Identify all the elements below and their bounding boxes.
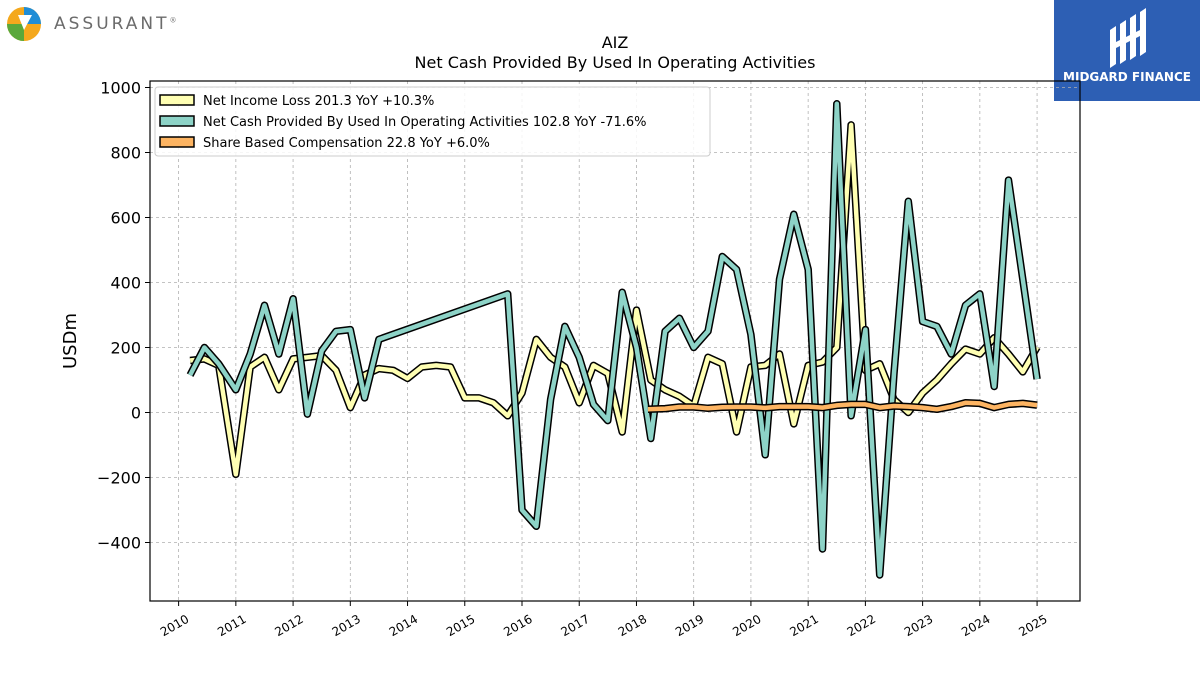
midgard-finance-wordmark: MIDGARD FINANCE xyxy=(1063,70,1191,84)
y-tick-label: 800 xyxy=(110,144,141,163)
legend-swatch xyxy=(159,94,195,106)
midgard-emblem-icon xyxy=(1110,8,1146,68)
y-axis-label: USDm xyxy=(60,313,81,369)
series-line xyxy=(188,101,1040,578)
series-0 xyxy=(189,121,1041,479)
x-tick-label: 2023 xyxy=(902,612,935,639)
x-tick-label: 2025 xyxy=(1016,612,1049,639)
grid xyxy=(150,81,1080,601)
y-tick-label: −400 xyxy=(97,534,141,553)
axes: 1000 800 600 400 200 0 −200 −400 2010 2011 2012 201… xyxy=(97,79,1050,640)
legend-label: Net Income Loss 201.3 YoY +10.3% xyxy=(203,94,434,109)
x-tick-label: 2011 xyxy=(215,612,248,639)
x-tick-label: 2014 xyxy=(387,612,420,639)
assurant-wordmark: ASSURANT® xyxy=(54,14,177,34)
x-tick-label: 2010 xyxy=(158,612,191,639)
legend-swatch xyxy=(159,136,195,148)
legend-label: Net Cash Provided By Used In Operating A… xyxy=(203,115,646,130)
y-tick-label: 200 xyxy=(110,339,141,358)
y-tick-label: 0 xyxy=(131,404,141,423)
x-tick-label: 2015 xyxy=(444,612,477,639)
chart-subtitle: Net Cash Provided By Used In Operating A… xyxy=(415,53,816,72)
x-tick-label: 2017 xyxy=(559,612,592,639)
x-tick-label: 2012 xyxy=(272,612,305,639)
series-line-outline xyxy=(189,121,1041,479)
x-tick-label: 2020 xyxy=(730,612,763,639)
chart-title: AIZ xyxy=(602,33,629,52)
x-tick-label: 2016 xyxy=(501,612,534,639)
assurant-logo: ASSURANT® xyxy=(4,4,194,42)
legend: Net Income Loss 201.3 YoY +10.3% Net Cash… xyxy=(154,86,711,157)
legend-swatch xyxy=(159,115,195,127)
assurant-logo-icon xyxy=(7,7,41,41)
series-line xyxy=(647,400,1038,412)
midgard-finance-logo: MIDGARD FINANCE xyxy=(1054,0,1200,101)
y-tick-label: −200 xyxy=(97,469,141,488)
x-tick-label: 2013 xyxy=(330,612,363,639)
x-tick-label: 2024 xyxy=(959,612,992,639)
series-lines xyxy=(186,100,1041,579)
plot-frame xyxy=(149,80,1081,602)
series-1 xyxy=(186,100,1041,579)
x-tick-label: 2022 xyxy=(845,612,878,639)
y-tick-label: 600 xyxy=(110,209,141,228)
y-tick-label: 400 xyxy=(110,274,141,293)
x-tick-label: 2021 xyxy=(787,612,820,639)
series-2 xyxy=(647,399,1038,414)
x-tick-label: 2019 xyxy=(673,612,706,639)
y-tick-label: 1000 xyxy=(100,79,141,98)
x-tick-label: 2018 xyxy=(616,612,649,639)
series-line-outline xyxy=(186,100,1041,579)
legend-box xyxy=(154,86,711,157)
series-line xyxy=(189,122,1040,477)
legend-label: Share Based Compensation 22.8 YoY +6.0% xyxy=(203,136,490,151)
